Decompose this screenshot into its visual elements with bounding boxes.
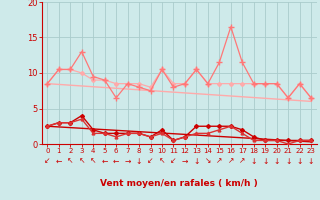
Text: ↗: ↗	[216, 156, 222, 165]
Text: ←: ←	[56, 156, 62, 165]
Text: ↙: ↙	[147, 156, 154, 165]
X-axis label: Vent moyen/en rafales ( km/h ): Vent moyen/en rafales ( km/h )	[100, 179, 258, 188]
Text: ↖: ↖	[67, 156, 74, 165]
Text: ↖: ↖	[78, 156, 85, 165]
Text: ↙: ↙	[44, 156, 51, 165]
Text: →: →	[124, 156, 131, 165]
Text: ↓: ↓	[193, 156, 200, 165]
Text: ←: ←	[113, 156, 119, 165]
Text: ↓: ↓	[251, 156, 257, 165]
Text: →: →	[182, 156, 188, 165]
Text: ↗: ↗	[239, 156, 245, 165]
Text: ↘: ↘	[205, 156, 211, 165]
Text: ↓: ↓	[296, 156, 303, 165]
Text: ↖: ↖	[90, 156, 96, 165]
Text: ↙: ↙	[170, 156, 177, 165]
Text: ↓: ↓	[262, 156, 268, 165]
Text: ↖: ↖	[159, 156, 165, 165]
Text: ↓: ↓	[136, 156, 142, 165]
Text: ↓: ↓	[308, 156, 314, 165]
Text: ↓: ↓	[285, 156, 291, 165]
Text: ↗: ↗	[228, 156, 234, 165]
Text: ←: ←	[101, 156, 108, 165]
Text: ↓: ↓	[274, 156, 280, 165]
